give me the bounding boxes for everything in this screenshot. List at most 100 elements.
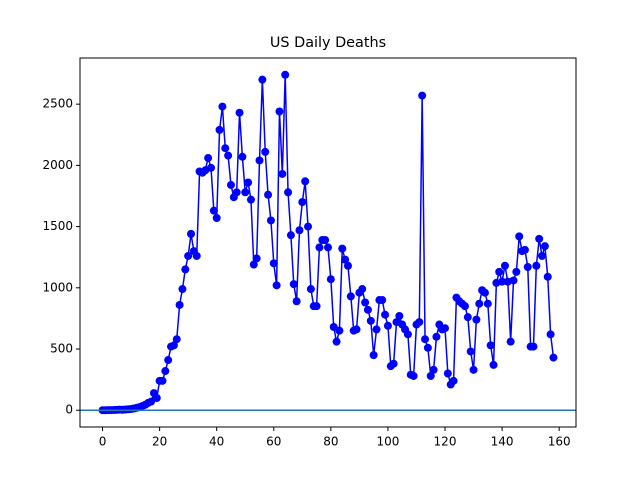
point xyxy=(286,231,295,240)
point xyxy=(332,337,341,346)
point xyxy=(178,285,187,294)
y-tick-label: 2000 xyxy=(42,158,73,172)
point xyxy=(378,296,387,305)
point xyxy=(175,300,184,309)
point xyxy=(480,288,489,297)
point xyxy=(326,275,335,284)
x-tick-label: 120 xyxy=(434,435,457,449)
point xyxy=(346,292,355,301)
point xyxy=(460,302,469,311)
point xyxy=(187,229,196,238)
point xyxy=(443,369,452,378)
point xyxy=(161,367,170,376)
point xyxy=(500,261,509,270)
point xyxy=(441,324,450,333)
point xyxy=(172,335,181,344)
point xyxy=(269,259,278,268)
point xyxy=(358,285,367,294)
point xyxy=(226,180,235,189)
point xyxy=(272,281,281,290)
point xyxy=(472,315,481,324)
point xyxy=(235,108,244,117)
point xyxy=(529,342,538,351)
x-tick-label: 20 xyxy=(152,435,167,449)
point xyxy=(306,285,315,294)
point xyxy=(221,144,230,153)
point xyxy=(261,147,270,156)
point xyxy=(192,251,201,260)
point xyxy=(184,251,193,260)
point xyxy=(423,343,432,352)
point xyxy=(538,251,547,260)
point xyxy=(486,341,495,350)
point xyxy=(215,125,224,134)
point xyxy=(238,152,247,161)
point xyxy=(204,154,213,163)
point xyxy=(244,178,253,187)
point xyxy=(255,156,264,165)
point xyxy=(152,393,161,402)
point xyxy=(409,371,418,380)
point xyxy=(515,232,524,241)
point xyxy=(224,151,233,160)
point xyxy=(383,321,392,330)
point xyxy=(292,297,301,306)
point xyxy=(381,310,390,319)
point xyxy=(535,234,544,243)
y-tick-label: 0 xyxy=(65,403,73,417)
point xyxy=(169,341,178,350)
point xyxy=(304,222,313,231)
point xyxy=(338,244,347,253)
point xyxy=(164,356,173,365)
point xyxy=(418,91,427,100)
point xyxy=(512,267,521,276)
point xyxy=(301,177,310,186)
point xyxy=(369,351,378,360)
point xyxy=(366,316,375,325)
x-tick-label: 140 xyxy=(491,435,514,449)
y-tick-label: 2500 xyxy=(42,97,73,111)
y-tick-label: 1000 xyxy=(42,280,73,294)
point xyxy=(212,214,221,223)
point xyxy=(206,163,215,172)
point xyxy=(343,261,352,270)
point xyxy=(489,360,498,369)
point xyxy=(312,302,321,311)
point xyxy=(147,397,156,406)
point xyxy=(540,242,549,251)
x-tick-label: 40 xyxy=(209,435,224,449)
point xyxy=(278,169,287,178)
point xyxy=(426,371,435,380)
point xyxy=(466,347,475,356)
point xyxy=(432,332,441,341)
point xyxy=(363,305,372,314)
point xyxy=(549,353,558,362)
point xyxy=(475,299,484,308)
point xyxy=(352,325,361,334)
point xyxy=(289,280,298,289)
x-tick-label: 100 xyxy=(376,435,399,449)
x-tick-label: 60 xyxy=(266,435,281,449)
point xyxy=(321,236,330,245)
point xyxy=(295,226,304,235)
point xyxy=(335,326,344,335)
point xyxy=(421,335,430,344)
point xyxy=(264,190,273,199)
point xyxy=(483,299,492,308)
x-tick-label: 80 xyxy=(323,435,338,449)
point xyxy=(341,255,350,264)
point xyxy=(532,261,541,270)
point xyxy=(315,243,324,252)
point xyxy=(495,267,504,276)
point xyxy=(252,254,261,263)
point xyxy=(246,195,255,204)
point xyxy=(258,75,267,84)
point xyxy=(281,70,290,79)
plot-frame xyxy=(79,57,577,428)
point xyxy=(361,298,370,307)
point xyxy=(520,245,529,254)
point xyxy=(429,365,438,374)
point xyxy=(218,102,227,111)
point xyxy=(241,188,250,197)
